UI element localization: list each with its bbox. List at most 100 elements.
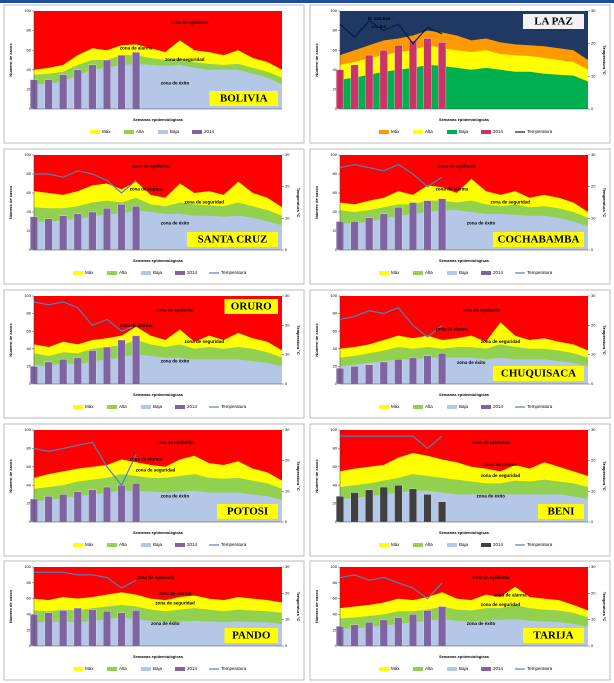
y2-tick-label: 20 [591,590,596,595]
y-tick-label: 60 [27,464,32,469]
legend-label: Alta [425,542,433,547]
y-tick-label: 60 [333,464,338,469]
y-tick-label: 20 [27,501,32,506]
bar [379,213,388,251]
y2-axis-label: Temperatura °C [602,188,607,218]
x-axis-label: Semanas epidemiológicas [133,258,184,263]
legend-swatch [379,543,389,547]
y-tick-label: 100 [330,293,337,298]
annotation: zona de éxito [161,81,190,86]
legend-label: Máx [391,404,400,409]
y-tick-label: 100 [24,564,31,569]
bar [117,612,126,647]
legend-label: Máx [102,129,111,134]
y-tick-label: 40 [333,346,338,351]
line [340,435,443,450]
annotation: zona de seguridad [136,468,176,473]
bar [102,346,111,385]
annotation: zona de seguridad [490,200,530,205]
legend-swatch [73,543,83,547]
y-tick-label: 20 [333,363,338,368]
bar [365,364,374,385]
legend-swatch [141,543,151,547]
bar [379,50,388,110]
y2-axis-label: Temperatura °C [296,592,301,622]
bar [73,357,82,385]
bar [59,74,68,110]
y-tick-label: 80 [27,580,32,585]
y2-tick-label: 10 [591,488,596,493]
annotation: zona de seguridad [481,339,521,344]
line [33,441,137,487]
legend-swatch [141,667,151,671]
bar [394,485,403,523]
legend-label: Temperatura [527,129,553,134]
annotation: zona de éxito [161,358,190,363]
bar [132,483,141,523]
chart-title: ORURO [231,301,272,313]
legend-swatch [192,130,202,134]
annotation: zona de epidemia [472,575,510,580]
annotation: zona de alarma [494,593,527,598]
legend-label: 2014 [493,404,504,409]
annotation: zona de epidemia [156,307,194,312]
legend-swatch [413,405,423,409]
y-tick-label: 100 [24,152,31,157]
legend-swatch [447,405,457,409]
annotation: zona de epidemia [132,164,170,169]
y2-axis-label: Temperatura °C [296,461,301,491]
y-axis-label: Número de casos [8,185,13,219]
legend-swatch [379,130,389,134]
bar [132,52,141,110]
bar [59,494,68,523]
chart-title: CHUQUISACA [501,368,576,380]
y2-tick-label: 20 [285,590,290,595]
legend-label: 2014 [187,270,198,275]
bar [88,489,97,523]
y2-tick-label: 30 [591,427,596,432]
legend-label: Temperatura [527,404,553,409]
legend-label: 2014 [204,129,215,134]
legend-swatch [481,405,491,409]
legend-label: Alta [425,404,433,409]
annotation: zona de epidemia [462,307,500,312]
legend-label: Máx [85,404,94,409]
y-tick-label: 100 [24,8,31,13]
y2-axis-label: Temperatura °C [602,461,607,491]
y2-tick-label: 20 [285,458,290,463]
y-axis-label: Número de casos [8,43,13,77]
bar [44,612,53,647]
bar [350,366,359,385]
bar [73,491,82,523]
y-tick-label: 60 [333,596,338,601]
y2-tick-label: 30 [285,293,290,298]
annotation: zona de epidemia [156,440,194,445]
bar [423,200,432,251]
annotation: zona de alarma [436,186,469,191]
legend-label: Baja [459,270,469,275]
bar [438,198,447,251]
y-tick-label: 80 [27,445,32,450]
legend-swatch [175,667,185,671]
y-tick-label: 40 [333,482,338,487]
legend-swatch [481,130,491,134]
legend-label: Máx [391,270,400,275]
bar [365,217,374,251]
legend-swatch [90,130,100,134]
y2-tick-label: 30 [285,564,290,569]
y2-axis-label: Temperatura °C [296,325,301,355]
legend-swatch [413,130,423,134]
legend-label: Baja [459,404,469,409]
y-tick-label: 60 [27,328,32,333]
bar [132,335,141,385]
legend-label: Alta [119,270,127,275]
bar [365,489,374,523]
annotation: zona de éxito [476,493,505,498]
bar [117,54,126,110]
title-box [493,366,584,381]
annotation: zona de epidemia [171,20,209,25]
bar [102,611,111,647]
y2-tick-label: 0 [591,247,594,252]
